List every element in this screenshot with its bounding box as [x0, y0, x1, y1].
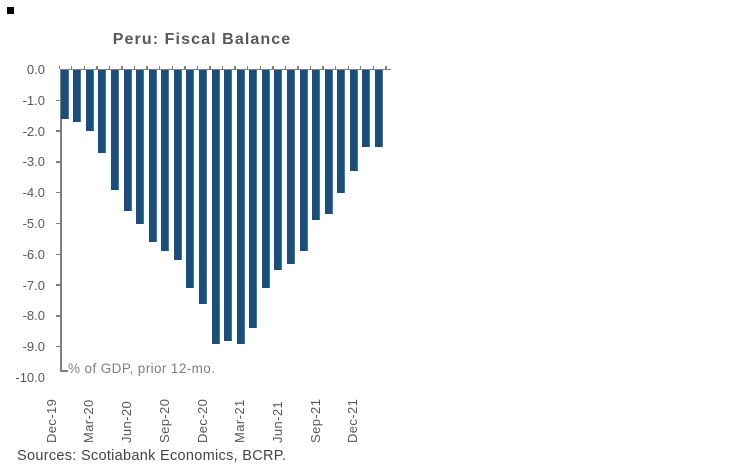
x-axis-tick — [121, 66, 123, 69]
bar — [148, 70, 157, 242]
bar — [211, 70, 220, 344]
y-tick-label: 0.0 — [26, 62, 45, 77]
y-tick-label: -1.0 — [22, 92, 45, 108]
bar — [274, 70, 283, 270]
y-tick-label: -2.0 — [22, 123, 45, 139]
y-tick-label: -10.0 — [15, 370, 45, 385]
source-attribution: Sources: Scotiabank Economics, BCRP. — [17, 448, 287, 464]
x-axis-tick — [334, 66, 337, 69]
x-axis-tick — [58, 66, 60, 69]
x-axis-tick — [297, 66, 299, 69]
bar — [111, 70, 120, 190]
y-axis-tick — [56, 345, 60, 348]
bar — [374, 70, 383, 147]
y-tick-label: -6.0 — [22, 246, 45, 262]
x-axis-tick — [309, 66, 312, 69]
x-axis-tick — [234, 66, 236, 69]
x-axis-tick — [184, 66, 186, 69]
x-axis-tick — [259, 66, 261, 69]
y-axis-tick — [56, 99, 60, 102]
bar — [73, 70, 82, 122]
x-axis-tick — [385, 66, 387, 69]
x-tick-label: Jun-20 — [119, 400, 135, 443]
y-axis-tick — [56, 130, 60, 132]
y-tick-label: -7.0 — [22, 277, 45, 293]
x-tick-label: Dec-21 — [345, 398, 361, 443]
chart-title: Peru: Fiscal Balance — [112, 31, 292, 48]
zero-baseline — [60, 68, 391, 71]
x-axis-tick — [159, 66, 161, 69]
x-tick-label: Dec-20 — [194, 398, 210, 443]
bar — [349, 70, 358, 172]
x-axis-tick — [246, 66, 249, 69]
y-tick-label: -9.0 — [22, 339, 45, 355]
bar — [161, 70, 170, 252]
bar — [286, 70, 295, 264]
y-axis-tick — [56, 222, 60, 225]
y-tick-label: -3.0 — [22, 154, 45, 170]
bar — [85, 70, 94, 132]
bar — [98, 70, 107, 153]
bar — [337, 70, 346, 193]
bar — [324, 70, 333, 215]
bar — [186, 70, 195, 289]
y-tick-label: -8.0 — [22, 308, 45, 324]
y-axis-tick — [56, 191, 60, 194]
y-axis-tick — [56, 315, 60, 317]
bar — [249, 70, 258, 329]
bar — [199, 70, 208, 304]
bar — [261, 70, 270, 289]
bar — [60, 70, 69, 119]
bar — [236, 70, 245, 344]
y-axis-tick — [56, 253, 60, 256]
bar — [224, 70, 233, 341]
y-axis-line — [60, 69, 62, 372]
x-axis-tick — [221, 66, 224, 69]
x-axis-tick — [133, 66, 136, 69]
y-tick-label: -5.0 — [22, 216, 45, 231]
x-tick-label: Mar-21 — [232, 399, 248, 443]
bar — [173, 70, 182, 261]
x-axis-tick — [209, 66, 211, 69]
y-tick-label: -4.0 — [22, 185, 45, 201]
x-tick-label: Jun-21 — [269, 400, 285, 443]
bar — [299, 70, 308, 252]
bar — [136, 70, 145, 224]
x-axis-tick — [171, 66, 173, 69]
axis-unit-note: % of GDP, prior 12-mo. — [68, 361, 216, 376]
y-axis-tick — [56, 161, 60, 163]
x-tick-label: Sep-20 — [156, 398, 172, 443]
x-axis-tick — [83, 66, 86, 69]
x-axis-tick — [284, 66, 287, 69]
x-axis-tick — [108, 66, 111, 69]
x-tick-label: Dec-19 — [43, 398, 59, 443]
x-axis-tick — [146, 66, 148, 69]
x-axis-tick — [347, 66, 349, 69]
y-axis-end-tick — [60, 370, 68, 372]
corner-bullet-mark — [7, 7, 14, 14]
bar — [123, 70, 132, 212]
x-tick-label: Mar-20 — [81, 399, 97, 443]
x-tick-label: Sep-21 — [307, 398, 323, 443]
bar — [312, 70, 321, 221]
y-axis-tick — [56, 284, 60, 286]
x-axis-tick — [322, 66, 324, 69]
x-axis-tick — [372, 66, 375, 69]
x-axis-tick — [272, 66, 274, 69]
x-axis-tick — [71, 66, 73, 69]
x-axis-tick — [360, 66, 362, 69]
bar — [362, 70, 371, 147]
x-axis-tick — [96, 66, 98, 69]
x-axis-tick — [196, 66, 199, 69]
